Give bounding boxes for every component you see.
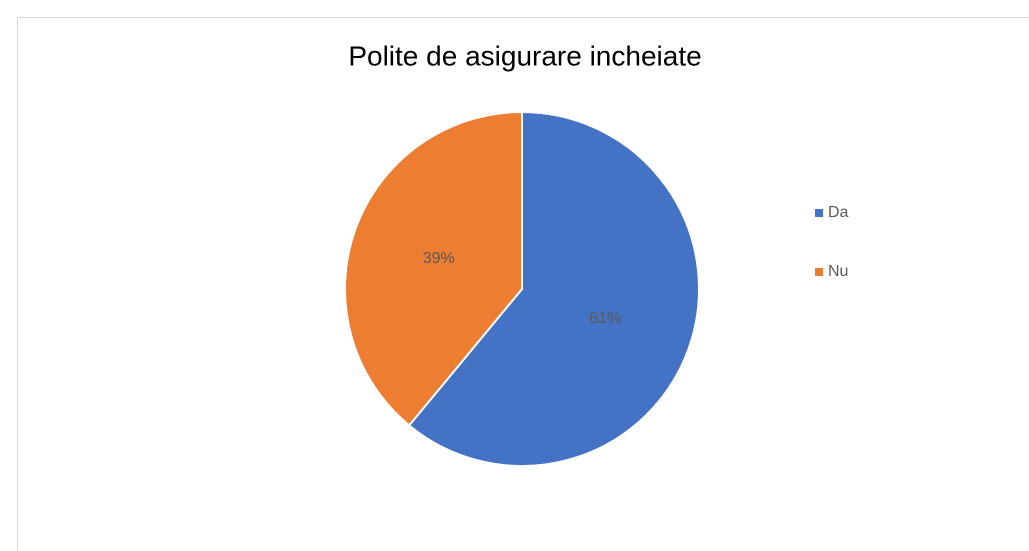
legend-label: Nu xyxy=(828,263,848,280)
legend-swatch xyxy=(815,209,823,217)
data-label: 39% xyxy=(423,250,455,267)
legend-label: Da xyxy=(828,204,849,221)
pie-slice xyxy=(407,110,700,467)
chart-title: Polite de asigurare incheiate xyxy=(348,40,701,71)
data-label: 61% xyxy=(589,310,621,327)
pie-slice xyxy=(344,110,523,427)
legend-swatch xyxy=(815,268,823,276)
